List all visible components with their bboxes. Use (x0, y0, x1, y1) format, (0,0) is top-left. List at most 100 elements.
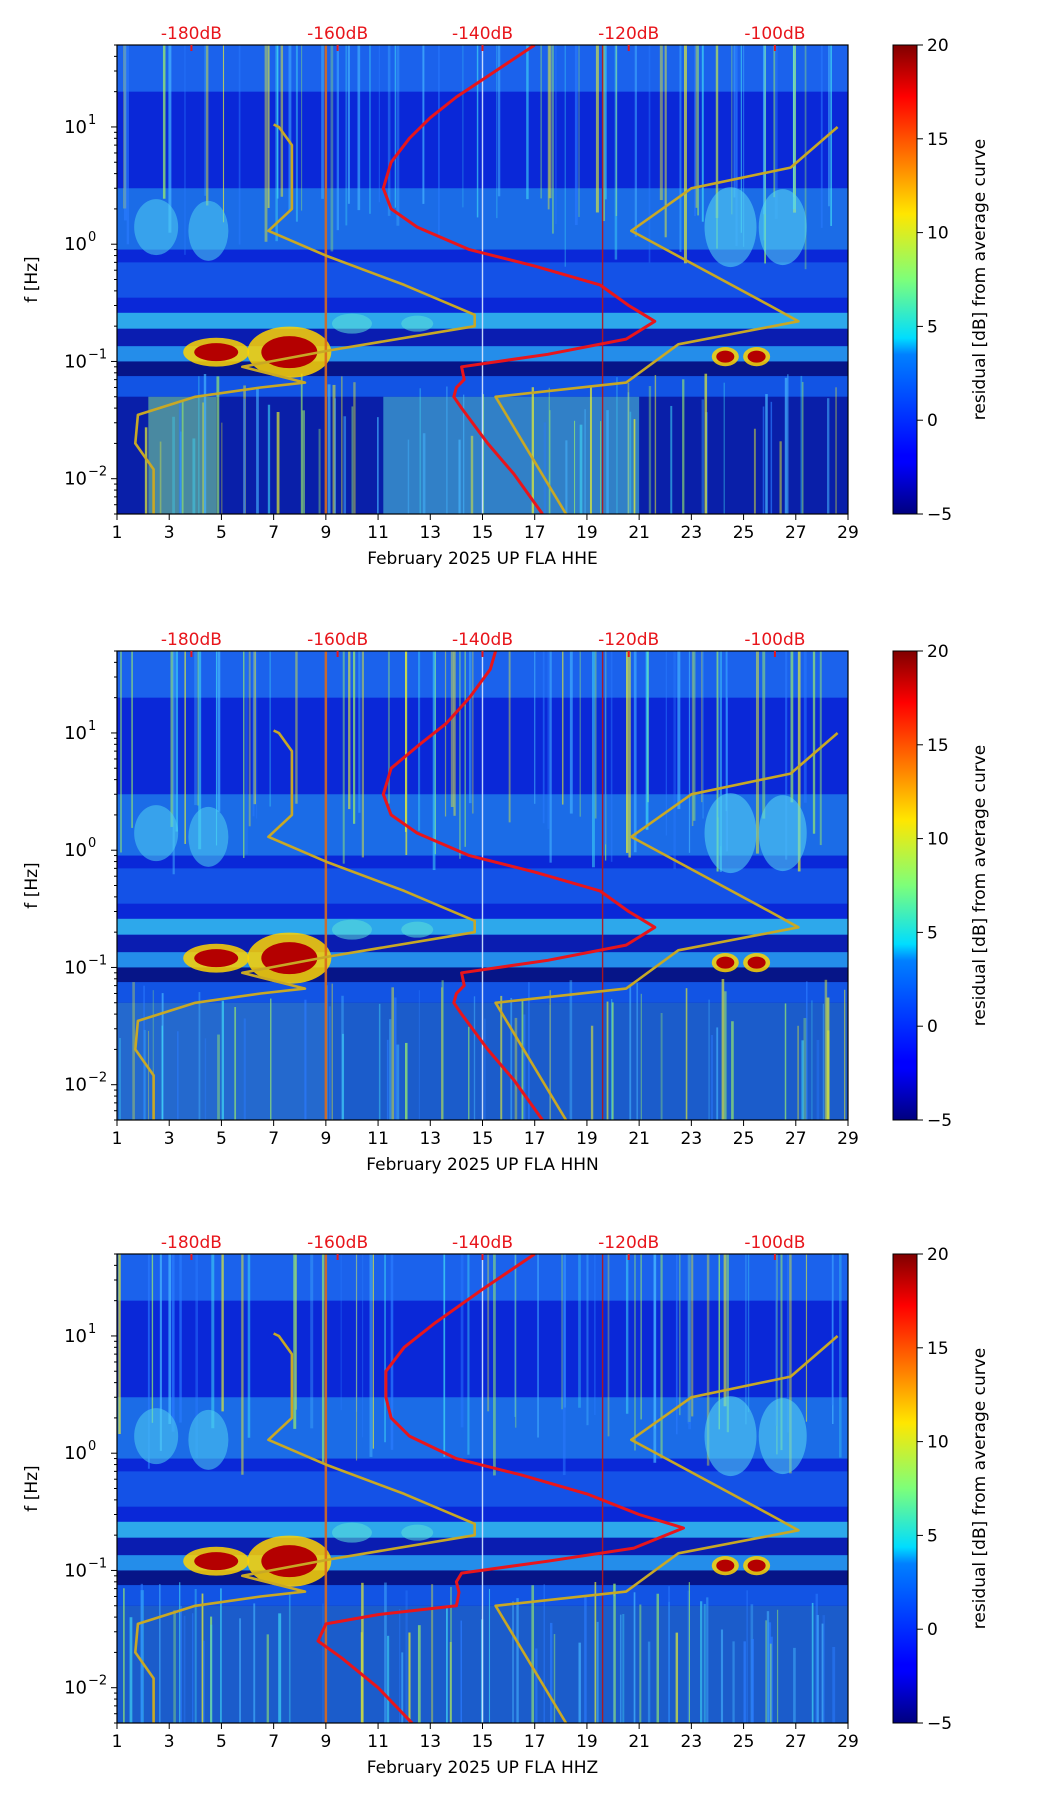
x-tick-label: 9 (320, 1732, 331, 1752)
heatmap-streak (731, 1021, 734, 1120)
heatmap-streak (702, 651, 704, 819)
colorbar-label: residual [dB] from average curve (970, 745, 990, 1026)
heatmap-streak (217, 1034, 220, 1120)
heatmap-streak (640, 1254, 642, 1420)
heatmap-streak (123, 1588, 125, 1723)
heatmap-streak (253, 651, 256, 805)
heatmap-streak (476, 45, 479, 218)
heatmap-streak (692, 651, 696, 821)
y-tick-label: 101 (64, 113, 96, 138)
heatmap-streak (460, 1620, 463, 1723)
heatmap-streak (659, 45, 663, 201)
y-tick-base: 10 (64, 1678, 87, 1699)
heatmap-streak (660, 1012, 663, 1120)
heatmap-streak (252, 651, 255, 817)
heatmap-streak (633, 419, 636, 514)
heatmap-streak (776, 1254, 778, 1455)
heatmap-streak (726, 651, 728, 852)
heatmap-streak (731, 45, 733, 215)
y-tick-exponent: −2 (88, 1071, 107, 1086)
heatmap-streak (627, 392, 630, 514)
heatmap-streak (302, 410, 305, 514)
heatmap-streak (594, 1581, 597, 1723)
heatmap-streak (217, 651, 221, 812)
heatmap-streak (340, 1254, 342, 1411)
heatmap-streak (660, 1254, 663, 1459)
heatmap-streak (245, 651, 248, 855)
heatmap-streak (450, 1586, 452, 1723)
heatmap-streak (706, 1597, 709, 1723)
heatmap-streak (701, 399, 705, 514)
colorbar-tick-label: 10 (927, 1433, 949, 1453)
heatmap-streak (215, 651, 218, 846)
heatmap-streak (497, 45, 501, 197)
heatmap-streak (770, 401, 773, 514)
heatmap-streak (528, 982, 530, 1120)
heatmap-streak (267, 45, 270, 208)
heatmap-streak (266, 1634, 269, 1723)
heatmap-streak (803, 1018, 807, 1120)
heatmap-streak (516, 1598, 519, 1723)
heatmap-streak (396, 1044, 400, 1120)
gold-reference-curve-1 (134, 729, 476, 1120)
heatmap-streak (579, 651, 581, 817)
heatmap-streak (255, 651, 258, 819)
gold-reference-curve-2 (494, 732, 839, 1120)
heatmap-streak (578, 1642, 581, 1723)
heatmap-streak (210, 1616, 213, 1723)
heatmap-streak (622, 1614, 625, 1723)
y-tick-base: 10 (64, 840, 87, 861)
heatmap-streak (204, 1038, 207, 1120)
heatmap-streak (202, 402, 204, 514)
heatmap-streak (800, 375, 803, 514)
heatmap-streak (493, 1254, 496, 1476)
heatmap-blob-2 (188, 200, 229, 261)
heatmap-streak (634, 45, 637, 237)
heatmap-streak (826, 997, 830, 1120)
heatmap-streak (341, 1033, 345, 1120)
heatmap-streak (172, 651, 175, 875)
heatmap-streak (654, 374, 657, 514)
heatmap-streak (735, 45, 738, 247)
heatmap-streak (766, 1611, 770, 1723)
heatmap-streak (822, 1615, 826, 1723)
heatmap-streak (578, 45, 580, 217)
heatmap-streak (531, 387, 534, 514)
heatmap-streak (216, 376, 220, 514)
heatmap-streak (611, 1002, 614, 1120)
heatmap-streak (553, 1634, 556, 1723)
heatmap-streak (453, 651, 456, 816)
heatmap-streak (443, 1254, 446, 1457)
heatmap-streak (384, 1254, 386, 1443)
red-average-curve (381, 651, 657, 1120)
y-tick-exponent: −2 (88, 1674, 107, 1689)
top-db-tick-label: -140dB (452, 630, 513, 650)
heatmap-streak (542, 651, 545, 824)
x-axis-label: February 2025 UP FLA HHZ (367, 1758, 598, 1778)
heatmap-streak (697, 45, 699, 216)
gold-reference-curve-2 (494, 126, 839, 514)
heatmap-streak (355, 1254, 358, 1412)
y-tick-base: 10 (64, 1443, 87, 1464)
heatmap-streak (463, 394, 465, 514)
heatmap-streak (357, 45, 361, 211)
x-tick-label: 11 (367, 1129, 389, 1149)
heatmap-streak (523, 1014, 526, 1120)
heatmap-streak (288, 1594, 291, 1723)
x-tick-label: 27 (785, 1732, 807, 1752)
heatmap-streak (549, 651, 552, 863)
heatmap-streak (627, 382, 630, 514)
x-tick-label: 3 (164, 523, 175, 543)
top-db-tick-label: -180dB (161, 630, 222, 650)
heatmap-streak (386, 1635, 390, 1723)
heatmap-streak (625, 651, 629, 853)
colorbar-tick-label: 20 (927, 1245, 949, 1265)
x-tick-label: 15 (472, 1732, 494, 1752)
heatmap-blob-1 (134, 805, 179, 862)
heatmap-streak (378, 45, 380, 203)
heatmap-streak (706, 1254, 710, 1466)
heatmap-streak (613, 1583, 616, 1723)
heatmap-streak (173, 1610, 176, 1723)
heatmap-streak (573, 420, 576, 514)
